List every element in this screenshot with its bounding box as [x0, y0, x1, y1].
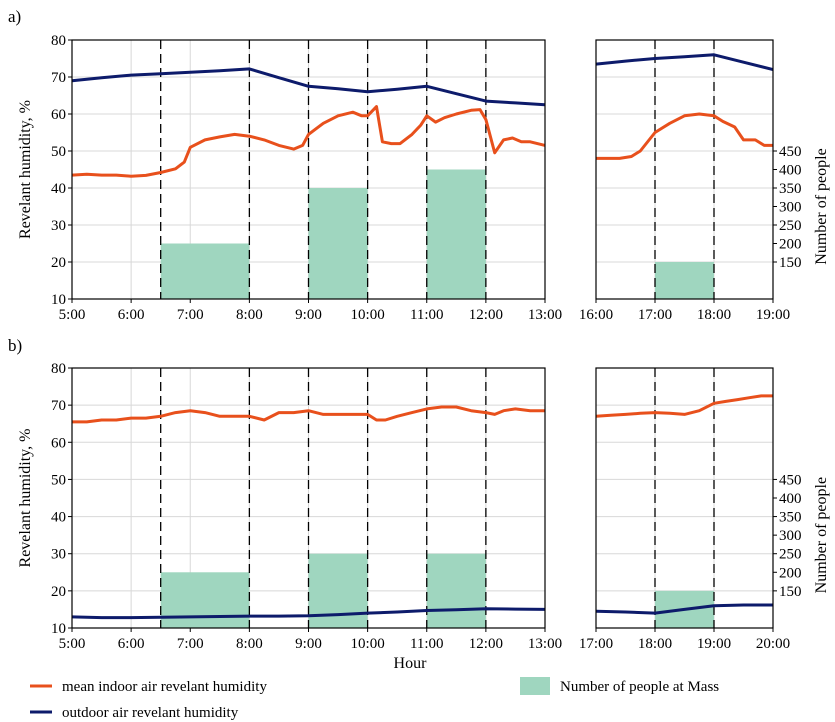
panel-b-right: 17:00 18:00 19:00 20:00 150 200 250 300 350 400 45…: [579, 367, 830, 652]
x-tick-label: 16:00: [579, 307, 613, 323]
y2-tick-label: 150: [779, 255, 802, 271]
panel-a-right: 16:00 17:00 18:00 19:00 150 200 250 300 350 400 45…: [579, 39, 830, 323]
y-tick-label: 10: [51, 621, 66, 637]
y2-tick-label: 350: [779, 181, 802, 197]
y2-tick-label: 150: [779, 584, 802, 600]
people-bar: [160, 243, 250, 299]
y2-tick-label: 350: [779, 510, 802, 526]
x-tick-label: 9:00: [295, 636, 322, 652]
x-tick-label: 11:00: [410, 307, 444, 323]
y2-tick-label: 200: [779, 237, 802, 253]
x-tick-label: 19:00: [756, 307, 790, 323]
x-tick-label: 13:00: [528, 307, 562, 323]
series-line-outdoor: [595, 603, 773, 615]
y2-tick-label: 450: [779, 472, 802, 488]
people-bar: [426, 553, 486, 628]
y-tick-label: 80: [51, 361, 66, 377]
x-tick-label: 5:00: [59, 636, 86, 652]
y-tick-label: 60: [51, 435, 66, 451]
y2-tick-label: 400: [779, 163, 802, 179]
people-bar: [655, 262, 714, 299]
y2-tick-label: 250: [779, 547, 802, 563]
x-tick-label: 19:00: [697, 636, 731, 652]
chart-panels: 5:00 6:00 7:00 8:00 9:00 10:00 11:00 12:00 13:00…: [8, 7, 830, 652]
y-tick-label: 20: [51, 255, 66, 271]
panel-b-left: 5:00 6:00 7:00 8:00 9:00 10:00 11:00 12:00 13:00…: [8, 336, 562, 652]
series-line-indoor: [71, 105, 546, 178]
y-tick-label: 30: [51, 218, 66, 234]
panel-label: b): [8, 336, 22, 355]
y2-tick-label: 200: [779, 565, 802, 581]
y-tick-label: 10: [51, 292, 66, 308]
series-line-outdoor: [71, 67, 546, 107]
y-tick-label: 30: [51, 547, 66, 563]
people-bar: [160, 572, 250, 628]
x-tick-label: 17:00: [579, 636, 613, 652]
series-line-indoor: [596, 112, 773, 160]
y2-tick-label: 300: [779, 528, 802, 544]
legend-swatch-people: [520, 677, 550, 695]
x-tick-label: 12:00: [469, 307, 503, 323]
x-tick-label: 13:00: [528, 636, 562, 652]
plot-frame: [595, 39, 774, 300]
people-bar: [426, 169, 486, 299]
y2-tick-label: 300: [779, 200, 802, 216]
x-tick-label: 8:00: [236, 636, 263, 652]
y2-axis-label: Number of people: [813, 477, 830, 593]
legend: mean indoor air revelant humidity outdoo…: [30, 677, 719, 721]
x-axis-label: Hour: [394, 655, 428, 672]
x-tick-label: 18:00: [638, 636, 672, 652]
x-tick-label: 11:00: [410, 636, 444, 652]
y2-tick-label: 250: [779, 218, 802, 234]
legend-label-people: Number of people at Mass: [560, 679, 719, 695]
y-axis-label: Revelant humidity, %: [17, 429, 34, 568]
y2-axis-label: Number of people: [813, 148, 830, 264]
series-line-indoor: [595, 394, 773, 418]
x-tick-label: 9:00: [295, 307, 322, 323]
x-tick-label: 5:00: [59, 307, 86, 323]
x-tick-label: 6:00: [118, 307, 145, 323]
x-tick-label: 8:00: [236, 307, 263, 323]
legend-label-outdoor: outdoor air revelant humidity: [62, 705, 239, 721]
y-tick-label: 70: [51, 398, 66, 414]
y-tick-label: 70: [51, 70, 66, 86]
y-tick-label: 80: [51, 33, 66, 49]
series-line-indoor: [72, 405, 545, 424]
panel-a-left: 5:00 6:00 7:00 8:00 9:00 10:00 11:00 12:00 13:00…: [8, 7, 562, 323]
x-tick-label: 7:00: [177, 307, 204, 323]
panel-label: a): [8, 7, 21, 26]
y-axis-label: Revelant humidity, %: [17, 100, 34, 239]
plot-frame: [595, 367, 774, 629]
y-tick-label: 50: [51, 144, 66, 160]
series-line-outdoor: [71, 607, 546, 620]
y2-tick-label: 400: [779, 491, 802, 507]
x-tick-label: 17:00: [638, 307, 672, 323]
y2-tick-label: 450: [779, 144, 802, 160]
series-line-outdoor: [595, 53, 774, 72]
people-bar: [308, 188, 368, 299]
y-tick-label: 40: [51, 510, 66, 526]
y-tick-label: 40: [51, 181, 66, 197]
x-tick-label: 6:00: [118, 636, 145, 652]
y-tick-label: 50: [51, 472, 66, 488]
x-tick-label: 12:00: [469, 636, 503, 652]
y-tick-label: 20: [51, 584, 66, 600]
legend-label-indoor: mean indoor air revelant humidity: [62, 679, 267, 695]
x-tick-label: 7:00: [177, 636, 204, 652]
x-tick-label: 10:00: [351, 307, 385, 323]
y-tick-label: 60: [51, 107, 66, 123]
x-tick-label: 20:00: [756, 636, 790, 652]
x-tick-label: 18:00: [697, 307, 731, 323]
x-tick-label: 10:00: [351, 636, 385, 652]
